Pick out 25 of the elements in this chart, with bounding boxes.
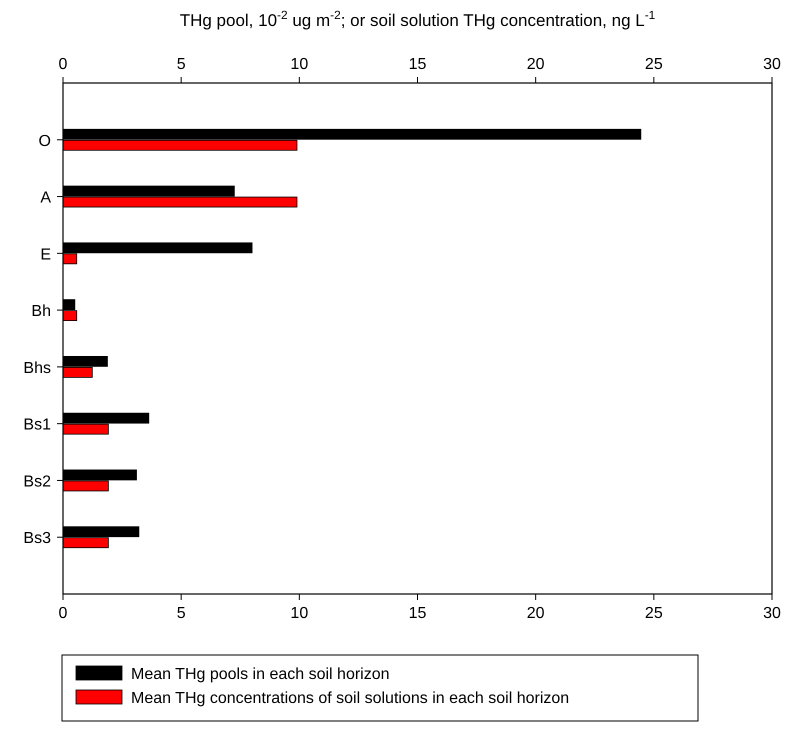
y-tick-label: Bs2 bbox=[23, 473, 52, 490]
x2-tick-label: 25 bbox=[644, 605, 663, 622]
x2-tick-label: 30 bbox=[763, 605, 781, 622]
y-tick-label: O bbox=[38, 132, 51, 150]
x2-tick-label: 0 bbox=[58, 605, 68, 622]
x2-tick-label: 15 bbox=[408, 605, 426, 622]
y-tick-label: A bbox=[40, 190, 52, 207]
x-tick-label: 0 bbox=[58, 56, 68, 73]
x2-tick-label: 10 bbox=[290, 605, 308, 622]
legend-label: Mean THg pools in each soil horizon bbox=[131, 666, 390, 683]
chart-title: THg pool, 10$^{-2}$ ug m$^{-2}$; or soil solution THg concentration, ng L$^{-1}$ bbox=[180, 8, 656, 30]
x-tick-label: 30 bbox=[763, 56, 781, 73]
x2-tick-label: 20 bbox=[526, 605, 545, 622]
x-tick-label: 20 bbox=[526, 56, 545, 73]
legend-label: Mean THg concentrations of soil solutions in each soil horizon bbox=[131, 690, 570, 707]
x2-tick-label: 5 bbox=[176, 605, 186, 622]
x-tick-label: 10 bbox=[290, 56, 308, 73]
y-tick-label: Bs3 bbox=[23, 530, 52, 548]
y-tick-label: Bs1 bbox=[23, 416, 52, 434]
x-tick-label: 15 bbox=[408, 56, 426, 73]
x-tick-label: 25 bbox=[644, 56, 663, 73]
y-tick-label: E bbox=[40, 246, 51, 264]
y-tick-label: Bhs bbox=[23, 360, 51, 377]
x-tick-label: 5 bbox=[176, 56, 186, 73]
y-tick-label: Bh bbox=[31, 303, 51, 320]
